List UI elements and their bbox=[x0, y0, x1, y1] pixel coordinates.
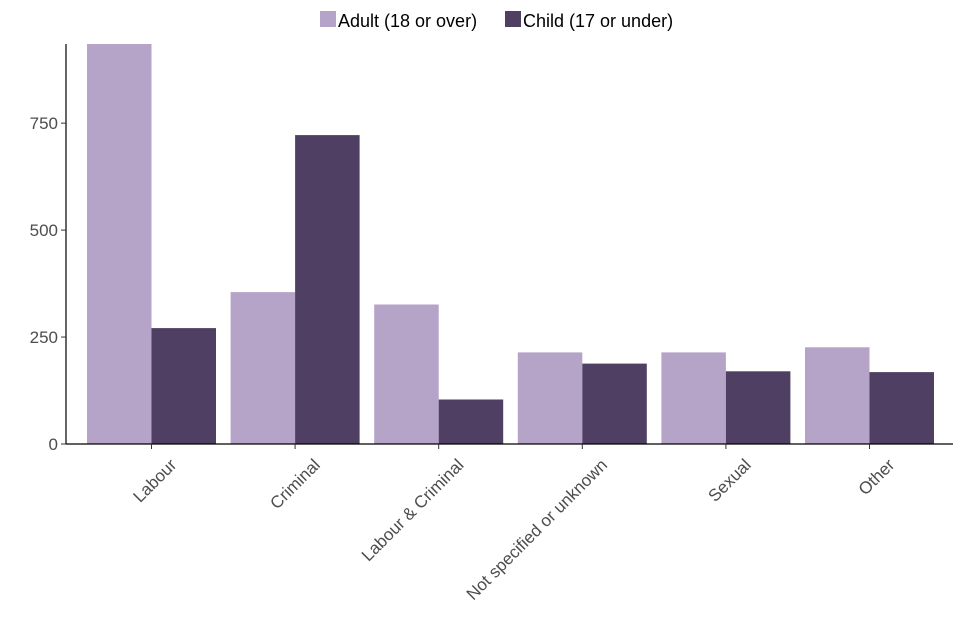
x-tick-label: Sexual bbox=[705, 455, 755, 505]
bar bbox=[151, 328, 216, 444]
x-tick-label: Labour & Criminal bbox=[358, 455, 468, 565]
x-tick-label: Labour bbox=[129, 455, 180, 506]
x-tick-label: Other bbox=[855, 455, 899, 499]
legend: Adult (18 or over) Child (17 or under) bbox=[320, 11, 673, 31]
legend-label: Child (17 or under) bbox=[523, 11, 673, 31]
bar bbox=[374, 304, 439, 444]
bar bbox=[869, 372, 934, 444]
y-tick-label: 500 bbox=[30, 221, 58, 240]
legend-swatch bbox=[320, 11, 336, 27]
bar bbox=[438, 399, 504, 444]
bar bbox=[517, 352, 583, 444]
bar bbox=[661, 352, 726, 444]
bars-group bbox=[87, 44, 934, 444]
legend-swatch bbox=[505, 11, 521, 27]
bar bbox=[87, 44, 152, 444]
y-tick-label: 0 bbox=[49, 435, 58, 454]
y-tick-label: 750 bbox=[30, 114, 58, 133]
bar bbox=[230, 292, 296, 444]
y-tick-label: 250 bbox=[30, 328, 58, 347]
bar bbox=[725, 371, 791, 444]
legend-label: Adult (18 or over) bbox=[338, 11, 477, 31]
bar bbox=[582, 363, 647, 444]
bar bbox=[295, 135, 360, 444]
axes-group: 0 250 500 750 Labour Criminal Labour & Crimina… bbox=[30, 44, 953, 604]
bar bbox=[805, 347, 870, 444]
x-tick-label: Criminal bbox=[266, 455, 324, 513]
x-tick-label: Not specified or unknown bbox=[463, 455, 611, 603]
